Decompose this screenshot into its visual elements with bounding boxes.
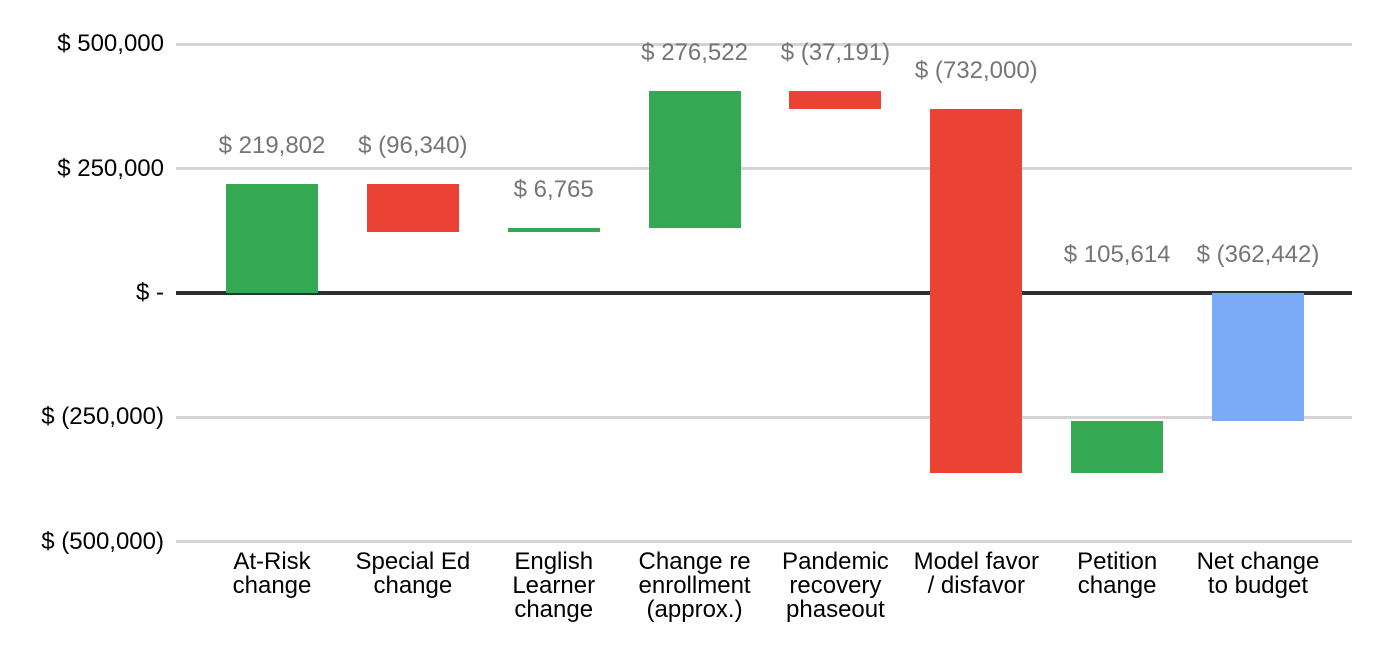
y-gridline--250000: [176, 415, 1352, 419]
x-axis-label-line: phaseout: [786, 596, 885, 623]
bar-special-ed-change: [366, 183, 459, 232]
x-axis-label-line: change: [373, 572, 453, 599]
bar-change-re-enrollment-approx: [648, 90, 741, 229]
data-label-at-risk-change: $ 219,802: [218, 131, 326, 159]
y-axis-tick-label: $ 500,000: [57, 30, 164, 58]
bar-petition-change: [1071, 420, 1164, 474]
x-axis-label-line: English: [514, 548, 594, 575]
x-axis-label-line: (approx.): [646, 596, 743, 623]
y-gridline-250000: [176, 167, 1352, 171]
x-axis-label-line: Change re: [638, 548, 751, 575]
x-axis-label-line: change: [1077, 572, 1157, 599]
x-axis-label-line: At-Risk: [233, 548, 311, 575]
x-axis-label-line: Pandemic: [782, 548, 889, 575]
x-axis-label-special-ed-change: Special Ed change: [355, 550, 470, 598]
y-axis-tick-label: $ -: [135, 279, 164, 306]
x-axis-label-petition-change: Petition change: [1077, 550, 1157, 598]
bar-model-favor-disfavor: [930, 109, 1023, 474]
x-axis-label-line: change: [514, 596, 594, 623]
x-axis-label-line: Model favor: [913, 548, 1039, 575]
bar-english-learner-change: [507, 228, 600, 232]
x-axis-label-line: to budget: [1207, 572, 1309, 599]
x-axis-label-line: Net change: [1196, 548, 1320, 575]
x-axis-label-net-change-to-budget: Net change to budget: [1197, 550, 1320, 598]
x-axis-label-model-favor-disfavor: Model favor / disfavor: [914, 550, 1039, 598]
x-axis-label-line: Special Ed: [355, 548, 471, 575]
bar-net-change-to-budget: [1211, 293, 1304, 421]
x-axis-label-line: change: [232, 572, 312, 599]
data-label-model-favor-disfavor: $ (732,000): [914, 57, 1038, 85]
bar-pandemic-recovery-phaseout: [789, 90, 882, 110]
y-axis-tick-label: $ 250,000: [57, 154, 164, 182]
data-label-special-ed-change: $ (96,340): [358, 131, 468, 159]
y-axis-tick-label: $ (250,000): [41, 403, 164, 431]
y-gridline--500000: [176, 540, 1352, 544]
data-label-change-re-enrollment-approx: $ 276,522: [641, 38, 748, 66]
x-axis-label-line: / disfavor: [927, 572, 1025, 599]
x-axis-label-at-risk-change: At-Risk change: [233, 550, 312, 598]
y-axis-tick-label: $ (500,000): [41, 527, 164, 555]
x-axis-label-line: Learner: [512, 572, 596, 599]
bar-at-risk-change: [226, 183, 318, 293]
data-label-net-change-to-budget: $ (362,442): [1196, 241, 1320, 268]
x-axis-label-pandemic-recovery-phaseout: Pandemic recovery phaseout: [782, 550, 889, 622]
data-label-petition-change: $ 105,614: [1063, 241, 1171, 268]
x-axis-label-english-learner-change: English Learner change: [512, 550, 595, 622]
zero-baseline: [176, 291, 1352, 295]
data-label-english-learner-change: $ 6,765: [513, 176, 594, 204]
x-axis-label-line: Petition: [1077, 548, 1158, 575]
x-axis-label-change-re-enrollment-approx: Change re enrollment (approx.): [639, 550, 751, 622]
data-label-pandemic-recovery-phaseout: $ (37,191): [780, 38, 891, 66]
y-gridline-500000: [176, 42, 1352, 46]
x-axis-label-line: enrollment: [638, 572, 751, 599]
x-axis-label-line: recovery: [789, 572, 882, 599]
